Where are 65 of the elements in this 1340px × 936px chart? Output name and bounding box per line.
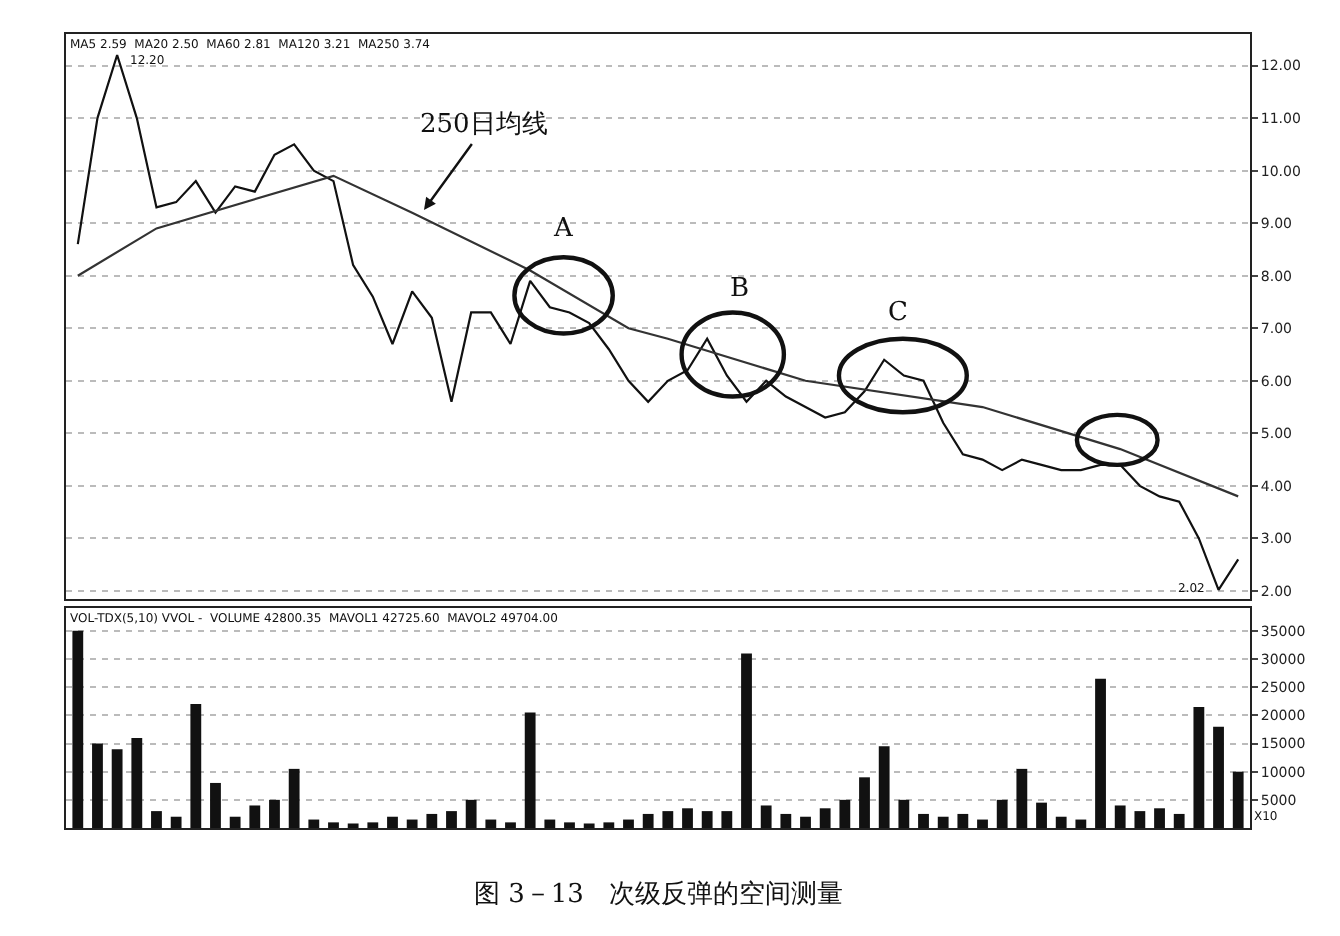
bar — [1232, 771, 1244, 828]
bar — [859, 777, 870, 828]
caption: 图 3－13 次级反弹的空间测量 — [474, 880, 843, 910]
annotation: A — [552, 214, 574, 244]
bar — [1173, 813, 1185, 828]
bar — [308, 819, 320, 828]
bar — [898, 799, 910, 828]
annotation: B — [730, 274, 750, 304]
bar — [190, 704, 202, 828]
annotation: 250日均线 — [420, 110, 548, 140]
bar — [642, 813, 654, 828]
bar — [1134, 811, 1146, 828]
bar — [367, 822, 379, 828]
bar — [1075, 819, 1087, 828]
bar — [918, 813, 929, 828]
line-series — [76, 174, 1240, 498]
bar — [780, 813, 792, 828]
line-series — [76, 53, 1240, 591]
bar — [387, 816, 398, 828]
bar — [564, 822, 575, 828]
bar — [249, 805, 261, 828]
bar — [878, 746, 890, 828]
bar — [269, 799, 280, 828]
bar — [1095, 678, 1106, 828]
bar — [1193, 706, 1205, 828]
bar — [229, 816, 241, 828]
bar — [446, 811, 457, 828]
bar — [111, 749, 123, 828]
bar — [485, 819, 497, 828]
bar — [406, 819, 418, 828]
annotation: C — [888, 298, 908, 328]
bar — [170, 816, 182, 828]
bar — [1036, 802, 1047, 828]
bar — [328, 822, 339, 828]
bar — [1114, 805, 1126, 828]
bar — [721, 811, 733, 828]
bar — [544, 819, 556, 828]
bar — [819, 808, 831, 828]
bar — [1016, 768, 1028, 828]
bar — [92, 743, 103, 828]
bar — [662, 811, 674, 828]
bar — [977, 819, 988, 828]
bar — [1154, 808, 1165, 828]
bar — [465, 799, 477, 828]
bar — [996, 799, 1008, 828]
bar — [682, 808, 693, 828]
bar — [505, 822, 516, 828]
bar — [1213, 726, 1224, 828]
bar — [151, 811, 162, 828]
bar — [800, 816, 811, 828]
bar — [210, 782, 221, 828]
bar — [426, 813, 438, 828]
bar — [937, 816, 949, 828]
bar — [72, 630, 84, 828]
bar — [760, 805, 772, 828]
bar — [623, 819, 634, 828]
bar — [288, 768, 300, 828]
bar — [741, 653, 752, 828]
bar — [701, 811, 713, 828]
bar — [131, 737, 143, 828]
bar — [839, 799, 851, 828]
bar — [524, 712, 536, 828]
bar — [603, 822, 615, 828]
bar — [1055, 816, 1067, 828]
bar — [957, 813, 969, 828]
